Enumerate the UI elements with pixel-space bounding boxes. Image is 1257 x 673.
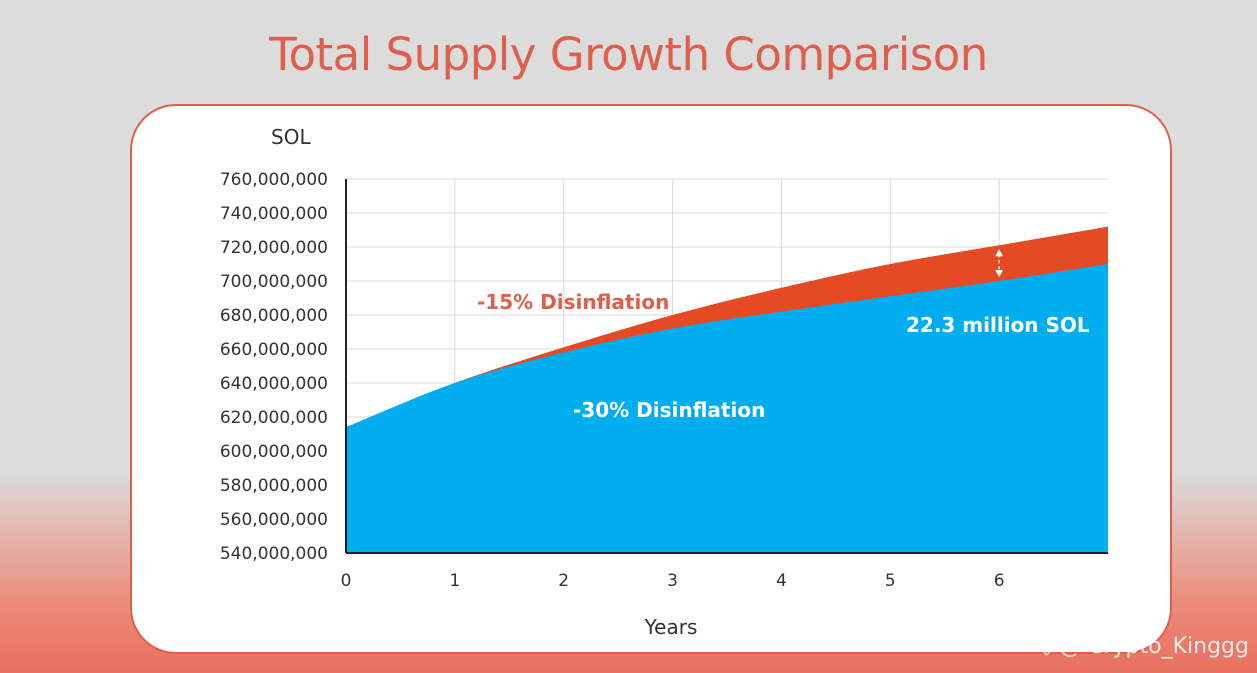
x-tick-label: 3 (667, 571, 678, 591)
y-tick-label: 720,000,000 (220, 238, 328, 258)
y-tick-label: 620,000,000 (220, 408, 328, 428)
x-tick-label: 5 (885, 571, 896, 591)
x-tick-label: 4 (776, 571, 787, 591)
y-tick-label: 760,000,000 (220, 170, 328, 190)
x-axis-label: Years (644, 615, 698, 639)
y-tick-label: 540,000,000 (220, 544, 328, 564)
x-tick-label: 0 (341, 571, 352, 591)
y-tick-label: 660,000,000 (220, 340, 328, 360)
watermark: ◈ @ Crypto_Kinggg (1038, 634, 1249, 659)
y-tick-label: 680,000,000 (220, 306, 328, 326)
y-tick-labels: 540,000,000 560,000,000 580,000,000 600,000… (220, 170, 328, 564)
y-axis-label: SOL (271, 125, 311, 149)
x-tick-label: 6 (994, 571, 1005, 591)
gap-arrow-head-down (995, 270, 1004, 277)
gap-annotation-label: 22.3 million SOL (906, 313, 1090, 337)
area-30-disinflation (346, 264, 1108, 553)
x-tick-label: 2 (558, 571, 569, 591)
series-label-30-disinflation: -30% Disinflation (573, 398, 765, 422)
x-tick-labels: 0 1 2 3 4 5 6 (341, 571, 1005, 591)
y-tick-label: 640,000,000 (220, 374, 328, 394)
y-tick-label: 580,000,000 (220, 476, 328, 496)
y-tick-label: 560,000,000 (220, 510, 328, 530)
gap-annotation: 22.3 million SOL (906, 249, 1090, 337)
watermark-text: @ Crypto_Kinggg (1059, 634, 1249, 659)
x-tick-label: 1 (449, 571, 460, 591)
y-tick-label: 700,000,000 (220, 272, 328, 292)
series-label-15-disinflation: -15% Disinflation (477, 290, 669, 314)
y-tick-label: 740,000,000 (220, 204, 328, 224)
binance-icon: ◈ (1038, 634, 1056, 659)
page-title: Total Supply Growth Comparison (269, 28, 988, 81)
y-tick-label: 600,000,000 (220, 442, 328, 462)
gap-arrow-head-up (995, 249, 1004, 257)
